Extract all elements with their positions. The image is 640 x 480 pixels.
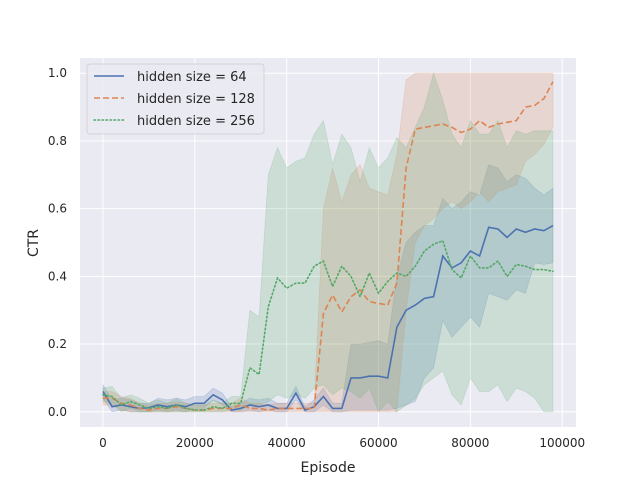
y-tick-label: 0.4 [48, 269, 67, 283]
legend-box [86, 63, 265, 135]
x-axis-label: Episode [301, 460, 356, 476]
y-axis-label: CTR [26, 229, 42, 257]
x-tick-label: 20000 [176, 436, 214, 450]
band-series-2 [102, 72, 554, 413]
band-series-1 [102, 164, 554, 413]
y-tick-label: 0.0 [48, 405, 67, 419]
y-tick-label: 1.0 [48, 66, 67, 80]
legend-label-series-2: hidden size = 128 [137, 92, 255, 107]
y-tick-label: 0.8 [48, 134, 67, 148]
series-lines [102, 81, 554, 412]
y-tick-label: 0.2 [48, 337, 67, 351]
x-tick-label: 0 [99, 436, 107, 450]
confidence-bands [102, 71, 554, 413]
legend: hidden size = 64 hidden size = 128 hidden … [86, 63, 265, 135]
grid-lines [80, 58, 576, 427]
y-axis-ticks: 0.0 0.2 0.4 0.6 0.8 1.0 [48, 66, 67, 419]
x-tick-label: 40000 [268, 436, 306, 450]
line-series-2 [103, 81, 554, 411]
legend-label-series-3: hidden size = 256 [137, 114, 255, 129]
y-tick-label: 0.6 [48, 202, 67, 216]
line-series-3 [102, 239, 554, 411]
x-axis-ticks: 0 20000 40000 60000 80000 100000 [99, 436, 585, 450]
legend-label-series-1: hidden size = 64 [137, 70, 247, 85]
x-tick-label: 80000 [451, 436, 489, 450]
x-tick-label: 60000 [359, 436, 397, 450]
x-tick-label: 100000 [539, 436, 585, 450]
